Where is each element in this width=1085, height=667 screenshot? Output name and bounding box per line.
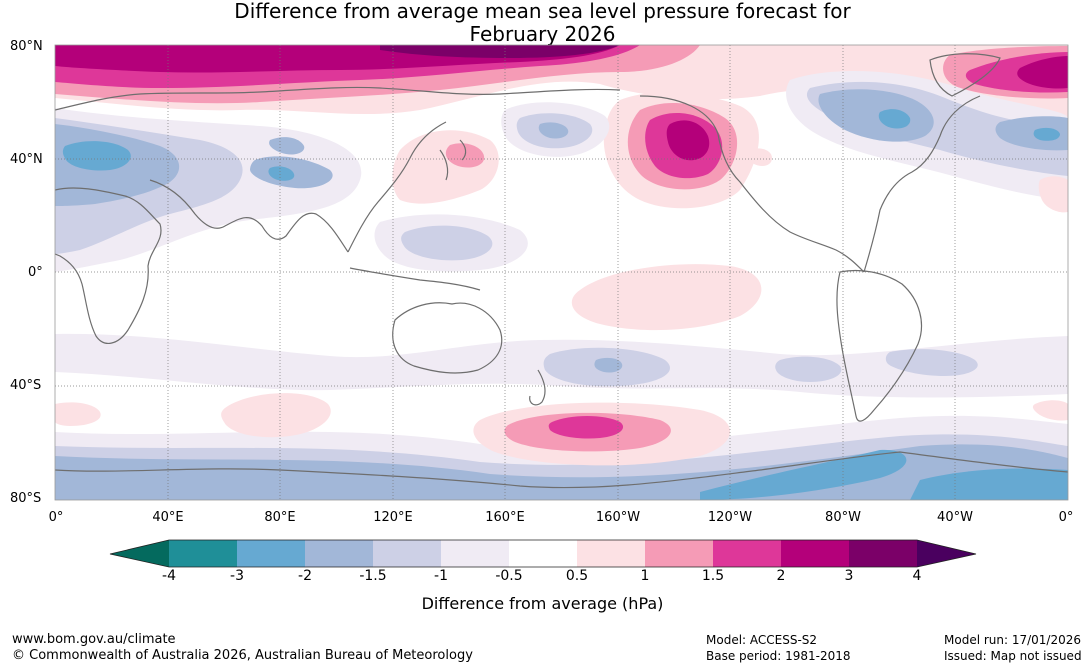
antarctic-low-core-2 — [910, 468, 1068, 500]
south-indian-high — [221, 393, 331, 438]
lon-label-0-east: 0° — [1058, 510, 1074, 525]
coast-north-america — [639, 95, 865, 273]
map-title: Difference from average mean sea level p… — [0, 0, 1085, 46]
colorbar-label: -0.5 — [495, 568, 523, 584]
npacific-high-core — [666, 120, 710, 161]
coast-south-asia — [149, 179, 349, 253]
footer-model-run: Model run: 17/01/2026 — [944, 633, 1082, 647]
caribbean-pink — [1038, 176, 1068, 213]
lon-label-40w: 40°W — [937, 510, 973, 525]
map-frame — [54, 44, 1069, 501]
footer-issued: Issued: Map not issued — [944, 649, 1082, 663]
coast-south-america — [836, 269, 923, 422]
atlantic-low-core — [1033, 127, 1060, 141]
colorbar-bin — [849, 540, 918, 567]
lat-label-equator: 0° — [28, 265, 43, 280]
coast-greenland — [929, 53, 1001, 97]
colorbar-bin — [577, 540, 646, 567]
colorbar-bin — [305, 540, 374, 567]
south-pacific-low-core — [594, 357, 623, 373]
coast-antarctica — [55, 451, 1068, 489]
colorbar-label: 1.5 — [701, 568, 725, 584]
lon-label-160e: 160°E — [485, 510, 525, 525]
graticule — [55, 45, 1068, 500]
footer-base-period: Base period: 1981-2018 — [706, 649, 851, 663]
colorbar-label: 1 — [640, 568, 650, 584]
colorbar-label: -4 — [162, 568, 176, 584]
south-atlantic-high — [55, 402, 101, 426]
canada-low-core — [878, 109, 911, 129]
south-pacific-high-strong — [548, 416, 624, 439]
coastlines — [55, 53, 1068, 489]
aleutian-low-core — [538, 122, 569, 139]
lon-label-40e: 40°E — [152, 510, 184, 525]
south-east-atlantic-high — [1032, 400, 1068, 421]
wpacific-low-moderate — [401, 225, 493, 261]
title-line-2: February 2026 — [469, 22, 616, 46]
colorbar-label: -1.5 — [359, 568, 387, 584]
colorbar-bin — [781, 540, 850, 567]
south-atlantic-low — [775, 356, 842, 382]
colorbar-bin — [169, 540, 238, 567]
lon-label-80w: 80°W — [825, 510, 861, 525]
title-line-1: Difference from average mean sea level p… — [234, 0, 851, 23]
lat-label-80s: 80°S — [10, 491, 42, 506]
coast-east-asia — [347, 121, 447, 253]
lon-label-120w: 120°W — [707, 510, 753, 525]
colorbar-label: -1 — [434, 568, 448, 584]
colorbar-bins — [169, 540, 918, 567]
canada-low-strong — [818, 89, 934, 142]
coast-new-zealand — [529, 369, 546, 406]
colorbar-bin — [237, 540, 306, 567]
colorbar-label: 3 — [844, 568, 854, 584]
colorbar-bin — [373, 540, 442, 567]
colorbar-below-min — [110, 540, 169, 567]
colorbar-bin — [441, 540, 510, 567]
colorbar-label: 2 — [776, 568, 786, 584]
colorbar-bin — [509, 540, 578, 567]
footer-copyright: © Commonwealth of Australia 2026, Austra… — [12, 648, 473, 663]
lon-label-80e: 80°E — [264, 510, 296, 525]
colorbar-title: Difference from average (hPa) — [421, 594, 664, 613]
gulf-pink — [747, 148, 772, 166]
lat-label-40n: 40°N — [10, 152, 43, 167]
colorbar — [109, 539, 977, 568]
tibet-low-2 — [269, 137, 305, 155]
coast-australia — [392, 302, 503, 374]
colorbar-label: -3 — [230, 568, 244, 584]
tropical-pacific-high — [571, 264, 762, 331]
coast-africa — [55, 187, 162, 344]
colorbar-bin — [713, 540, 782, 567]
colorbar-label: -2 — [298, 568, 312, 584]
colorbar-bin — [645, 540, 714, 567]
footer-model: Model: ACCESS-S2 — [706, 633, 818, 647]
lat-label-80n: 80°N — [10, 39, 43, 54]
tibet-low-core — [268, 166, 295, 181]
arctic-high-peak — [380, 45, 620, 58]
colorbar-above-max — [917, 540, 976, 567]
footer-website: www.bom.gov.au/climate — [12, 632, 176, 647]
atlantic-low-strong — [995, 116, 1068, 151]
lon-label-0-west: 0° — [48, 510, 64, 525]
atlantic-high-core — [1017, 56, 1068, 89]
lat-label-40s: 40°S — [10, 378, 42, 393]
lon-label-160w: 160°W — [595, 510, 641, 525]
colorbar-label: 0.5 — [565, 568, 589, 584]
lon-label-120e: 120°E — [373, 510, 413, 525]
coast-japan — [439, 139, 467, 181]
colorbar-label: 4 — [912, 568, 922, 584]
antarctic-low-core — [700, 449, 907, 500]
coast-indonesia — [349, 267, 481, 291]
coast-europe-asia — [55, 86, 621, 111]
coast-north-america-east — [863, 95, 981, 273]
pressure-anomaly-field — [55, 45, 1068, 500]
eurasia-low-core — [62, 141, 131, 171]
